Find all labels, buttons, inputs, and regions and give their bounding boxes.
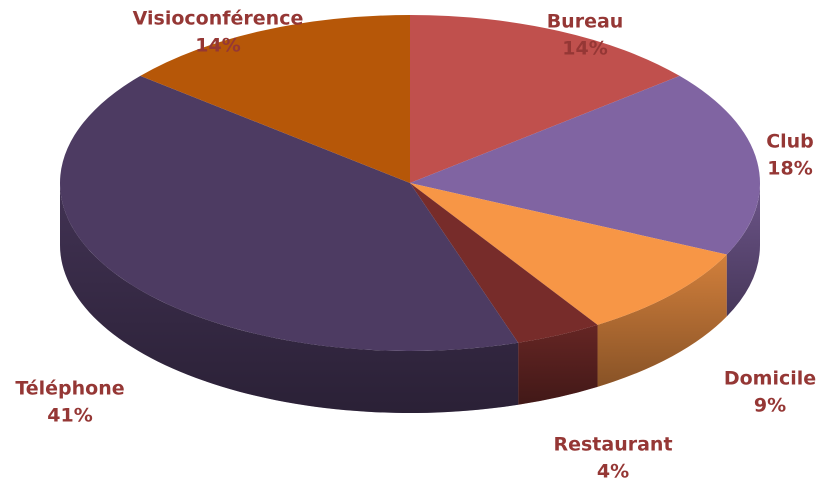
category-label: Téléphone — [15, 378, 124, 400]
category-label: Bureau — [547, 11, 624, 33]
category-label: Restaurant — [553, 434, 672, 456]
pie-tops — [59, 15, 760, 351]
pie-side-shade — [597, 254, 727, 387]
pie-slice — [140, 15, 410, 183]
pie-side-shade — [726, 183, 760, 317]
pie-sides — [60, 183, 760, 414]
category-label: Domicile — [724, 368, 816, 390]
value-label: 41% — [47, 405, 92, 427]
pie-slice — [410, 15, 680, 183]
category-label: Club — [766, 131, 814, 153]
pie-slice — [410, 183, 598, 343]
value-label: 9% — [754, 395, 786, 417]
pie-side-shade — [60, 183, 519, 414]
value-label: 14% — [562, 38, 607, 60]
pie-slice — [410, 183, 727, 325]
value-label: 14% — [195, 35, 240, 57]
labels: Bureau 14% Club 18% Domicile 9% Restaurant 4% Té… — [15, 8, 816, 483]
pie-slice — [410, 75, 760, 255]
category-label: Visioconférence — [133, 8, 304, 30]
value-label: 18% — [767, 158, 812, 180]
pie-slice — [59, 75, 519, 351]
value-label: 4% — [597, 461, 629, 483]
pie-side-shade — [518, 324, 598, 405]
